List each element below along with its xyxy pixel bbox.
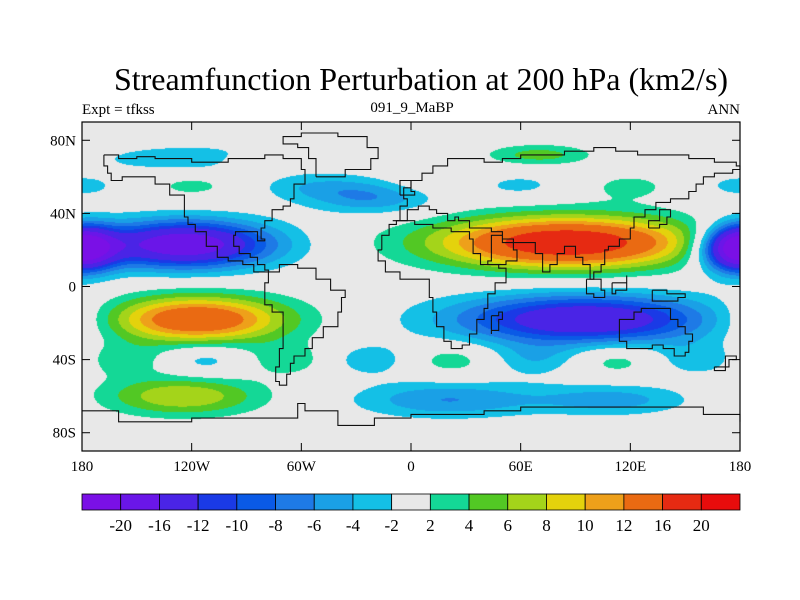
coastline bbox=[651, 289, 686, 302]
colorbar-swatch bbox=[429, 493, 470, 511]
colorbar: -20 -16 -12 -10 -8 -6 -4 -2 2 4 6 8 10 12 16 20 bbox=[81, 493, 741, 535]
x-tick-label: 120E bbox=[614, 459, 646, 475]
colorbar-swatch bbox=[120, 493, 160, 511]
colorbar-swatch bbox=[159, 493, 199, 511]
colorbar-swatch bbox=[507, 493, 547, 511]
coastline bbox=[377, 220, 507, 350]
colorbar-label: 20 bbox=[693, 516, 710, 535]
coastlines bbox=[82, 132, 741, 426]
x-tick-label: 120W bbox=[173, 459, 211, 475]
contour-field bbox=[82, 122, 740, 451]
y-axis: 80N 40N 0 40S 80S bbox=[50, 133, 740, 442]
y-tick-label: 80N bbox=[50, 133, 76, 149]
colorbar-label: -20 bbox=[109, 516, 132, 535]
colorbar-label: -12 bbox=[187, 516, 210, 535]
colorbar-label: 12 bbox=[615, 516, 632, 535]
colorbar-swatch bbox=[700, 493, 741, 511]
center-label: 091_9_MaBP bbox=[370, 100, 453, 116]
coastline bbox=[103, 154, 306, 273]
x-tick-label: 60W bbox=[287, 459, 317, 475]
x-tick-label: 180 bbox=[71, 459, 94, 475]
coastline bbox=[82, 402, 741, 426]
coastline bbox=[713, 355, 737, 372]
colorbar-label: 6 bbox=[504, 516, 513, 535]
coastline bbox=[264, 264, 346, 386]
colorbar-label: 8 bbox=[542, 516, 551, 535]
colorbar-label: 10 bbox=[577, 516, 594, 535]
colorbar-swatch bbox=[275, 493, 315, 511]
left-label: Expt = tfkss bbox=[82, 102, 155, 118]
x-tick-label: 60E bbox=[509, 459, 533, 475]
y-tick-label: 40N bbox=[50, 206, 76, 222]
chart-title: Streamfunction Perturbation at 200 hPa (… bbox=[114, 61, 728, 97]
colorbar-label: -8 bbox=[268, 516, 282, 535]
coastline bbox=[611, 275, 628, 295]
colorbar-swatch bbox=[468, 493, 509, 511]
coastline bbox=[282, 132, 379, 178]
y-tick-label: 40S bbox=[53, 353, 76, 369]
x-tick-label: 0 bbox=[407, 459, 415, 475]
colorbar-label: -4 bbox=[346, 516, 361, 535]
colorbar-swatch bbox=[584, 493, 625, 511]
colorbar-swatch bbox=[197, 493, 238, 511]
coastline bbox=[392, 147, 741, 280]
coastline bbox=[585, 278, 606, 299]
colorbar-swatch bbox=[662, 493, 702, 511]
colorbar-label: 16 bbox=[654, 516, 671, 535]
right-label: ANN bbox=[708, 102, 741, 118]
coastline bbox=[490, 311, 503, 334]
colorbar-swatch bbox=[81, 493, 122, 511]
y-tick-label: 0 bbox=[69, 280, 77, 296]
coastline bbox=[618, 307, 694, 357]
colorbar-label: 4 bbox=[465, 516, 474, 535]
colorbar-swatch bbox=[546, 493, 586, 511]
colorbar-swatch bbox=[313, 493, 354, 511]
colorbar-swatch bbox=[623, 493, 663, 511]
colorbar-label: 2 bbox=[426, 516, 435, 535]
colorbar-label: -2 bbox=[385, 516, 399, 535]
coastline bbox=[399, 179, 416, 196]
coastline bbox=[648, 209, 672, 229]
colorbar-swatch bbox=[391, 493, 431, 511]
colorbar-label: -6 bbox=[307, 516, 321, 535]
colorbar-swatch bbox=[236, 493, 276, 511]
x-tick-label: 180 bbox=[729, 459, 752, 475]
y-tick-label: 80S bbox=[53, 426, 76, 442]
x-axis: 180 120W 60W 0 60E 120E 180 bbox=[71, 122, 752, 475]
colorbar-label: -16 bbox=[148, 516, 171, 535]
colorbar-swatch bbox=[352, 493, 393, 511]
colorbar-label: -10 bbox=[225, 516, 248, 535]
contour-map bbox=[81, 121, 741, 452]
